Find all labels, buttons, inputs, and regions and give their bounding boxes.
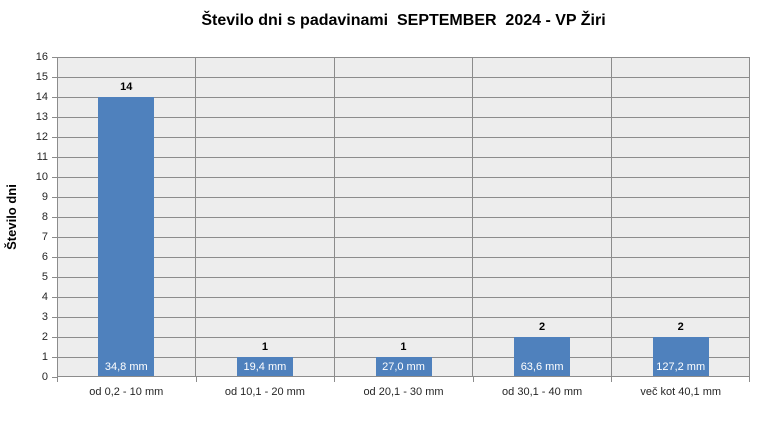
bar	[98, 97, 155, 377]
gridline-horizontal	[57, 76, 750, 78]
y-tick-mark	[52, 56, 57, 58]
bar-data-label: 63,6 mm	[520, 361, 564, 373]
gridline-vertical	[195, 57, 197, 377]
x-tick-mark	[749, 377, 750, 382]
y-tick-label: 11	[36, 151, 48, 163]
bar-value-label: 2	[539, 321, 546, 333]
gridline-horizontal	[57, 336, 750, 338]
y-tick-mark	[52, 196, 57, 198]
y-tick-label: 6	[41, 251, 48, 263]
bar	[375, 357, 432, 377]
bar-value-label: 2	[677, 321, 684, 333]
gridline-horizontal	[57, 276, 750, 278]
y-tick-label: 12	[35, 131, 48, 143]
x-tick-mark	[472, 377, 474, 382]
bar-data-label: 19,4 mm	[243, 361, 287, 373]
y-tick-label: 15	[35, 71, 48, 83]
y-tick-mark	[52, 116, 57, 118]
bar-value-label: 14	[120, 81, 133, 93]
y-tick-label: 10	[35, 171, 48, 183]
gridline-horizontal	[57, 236, 750, 238]
y-tick-mark	[52, 216, 57, 218]
x-tick-label: več kot 40,1 mm	[640, 386, 722, 398]
gridline-horizontal	[57, 116, 750, 118]
x-tick-label: od 30,1 - 40 mm	[502, 386, 583, 398]
x-tick-mark	[334, 377, 336, 382]
x-tick-label: od 0,2 - 10 mm	[89, 386, 164, 398]
y-tick-mark	[52, 296, 57, 298]
y-tick-mark	[52, 176, 57, 178]
y-tick-mark	[52, 76, 57, 78]
x-tick-label: od 20,1 - 30 mm	[363, 386, 444, 398]
y-tick-label: 9	[41, 191, 48, 203]
y-tick-label: 13	[35, 111, 48, 123]
y-tick-label: 4	[41, 291, 48, 303]
y-tick-mark	[52, 356, 57, 358]
x-tick-label: od 10,1 - 20 mm	[224, 386, 305, 398]
y-tick-label: 5	[41, 271, 48, 283]
y-tick-label: 16	[35, 51, 48, 63]
plot-area: 14 34,8 mm 1 19,4 mm 1 27,0 mm 2 63,6 mm 2 127,2 …	[57, 57, 750, 377]
gridline-horizontal	[57, 296, 750, 298]
gridline-horizontal	[57, 196, 750, 198]
y-tick-label: 0	[41, 371, 48, 383]
gridline-horizontal	[57, 216, 750, 218]
bar-value-label: 1	[261, 341, 268, 353]
y-tick-mark	[52, 96, 57, 98]
gridline-vertical	[610, 57, 612, 377]
x-tick-mark	[611, 377, 613, 382]
y-tick-label: 1	[41, 351, 48, 363]
y-tick-label: 14	[35, 91, 48, 103]
bar	[236, 357, 293, 377]
y-tick-label: 2	[41, 331, 48, 343]
y-tick-mark	[52, 276, 57, 278]
y-tick-label: 8	[41, 211, 48, 223]
gridline-vertical	[333, 57, 335, 377]
gridline-horizontal	[57, 136, 750, 138]
y-tick-mark	[52, 156, 57, 158]
y-tick-mark	[52, 256, 57, 258]
gridline-horizontal	[57, 96, 750, 98]
y-tick-mark	[52, 376, 57, 378]
bar-data-label: 27,0 mm	[382, 361, 425, 373]
bar-data-label: 127,2 mm	[656, 361, 706, 373]
y-tick-mark	[52, 316, 57, 318]
y-axis: 0 1 2 3 4 5 6 7 8 9 10 11 12 13 14 15 16	[0, 51, 57, 383]
gridline-horizontal	[57, 256, 750, 258]
x-axis: od 0,2 - 10 mm od 10,1 - 20 mm od 20,1 - 3…	[57, 377, 750, 427]
y-tick-label: 3	[41, 311, 48, 323]
gridline-horizontal	[57, 176, 750, 178]
y-tick-mark	[52, 336, 57, 338]
gridline-horizontal	[57, 316, 750, 318]
y-tick-mark	[52, 236, 57, 238]
bar	[514, 337, 571, 377]
y-tick-mark	[52, 136, 57, 138]
y-tick-label: 7	[41, 231, 48, 243]
gridline-horizontal	[57, 156, 750, 158]
x-tick-mark	[57, 377, 58, 382]
chart-title: Število dni s padavinami SEPTEMBER 2024 …	[201, 12, 606, 29]
bar-value-label: 1	[400, 341, 407, 353]
bar	[652, 337, 709, 377]
x-tick-mark	[195, 377, 197, 382]
bar-data-label: 34,8 mm	[104, 361, 148, 373]
gridline-vertical	[472, 57, 474, 377]
